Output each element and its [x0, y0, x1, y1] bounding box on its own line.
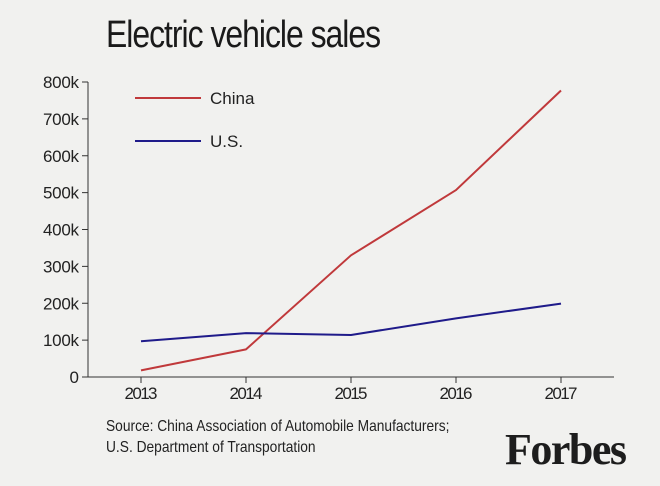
legend-label: U.S. — [210, 132, 243, 151]
source-note: Source: China Association of Automobile … — [106, 416, 449, 458]
source-line-2: U.S. Department of Transportation — [106, 439, 316, 456]
source-line-1: Source: China Association of Automobile … — [106, 418, 450, 435]
chart-title: Electric vehicle sales — [106, 14, 381, 56]
x-tick-label: 2013 — [125, 384, 158, 403]
y-tick-label: 800k — [43, 73, 80, 92]
series-lines — [140, 89, 562, 372]
y-tick-label: 500k — [43, 184, 80, 203]
x-tick-label: 2016 — [440, 384, 473, 403]
x-axis: 2013 2014 2015 2016 2017 — [88, 376, 614, 403]
y-tick-label: 200k — [43, 294, 80, 313]
y-tick-label: 300k — [43, 257, 80, 276]
y-tick-label: 400k — [43, 221, 80, 240]
y-tick-label: 0 — [70, 368, 79, 387]
x-tick-label: 2015 — [335, 384, 368, 403]
x-tick-label: 2017 — [545, 384, 578, 403]
forbes-logo: Forbes — [505, 425, 627, 474]
y-tick-label: 600k — [43, 147, 80, 166]
series-line-u-s — [140, 302, 562, 343]
y-axis: 0 100k 200k 300k 400k 500k 600k 700k 800k — [43, 73, 89, 387]
legend-label: China — [210, 89, 255, 108]
series-line-china — [140, 89, 562, 372]
y-tick-label: 700k — [43, 110, 80, 129]
y-tick-label: 100k — [43, 331, 80, 350]
legend: China U.S. — [135, 89, 255, 151]
x-tick-label: 2014 — [230, 384, 263, 403]
